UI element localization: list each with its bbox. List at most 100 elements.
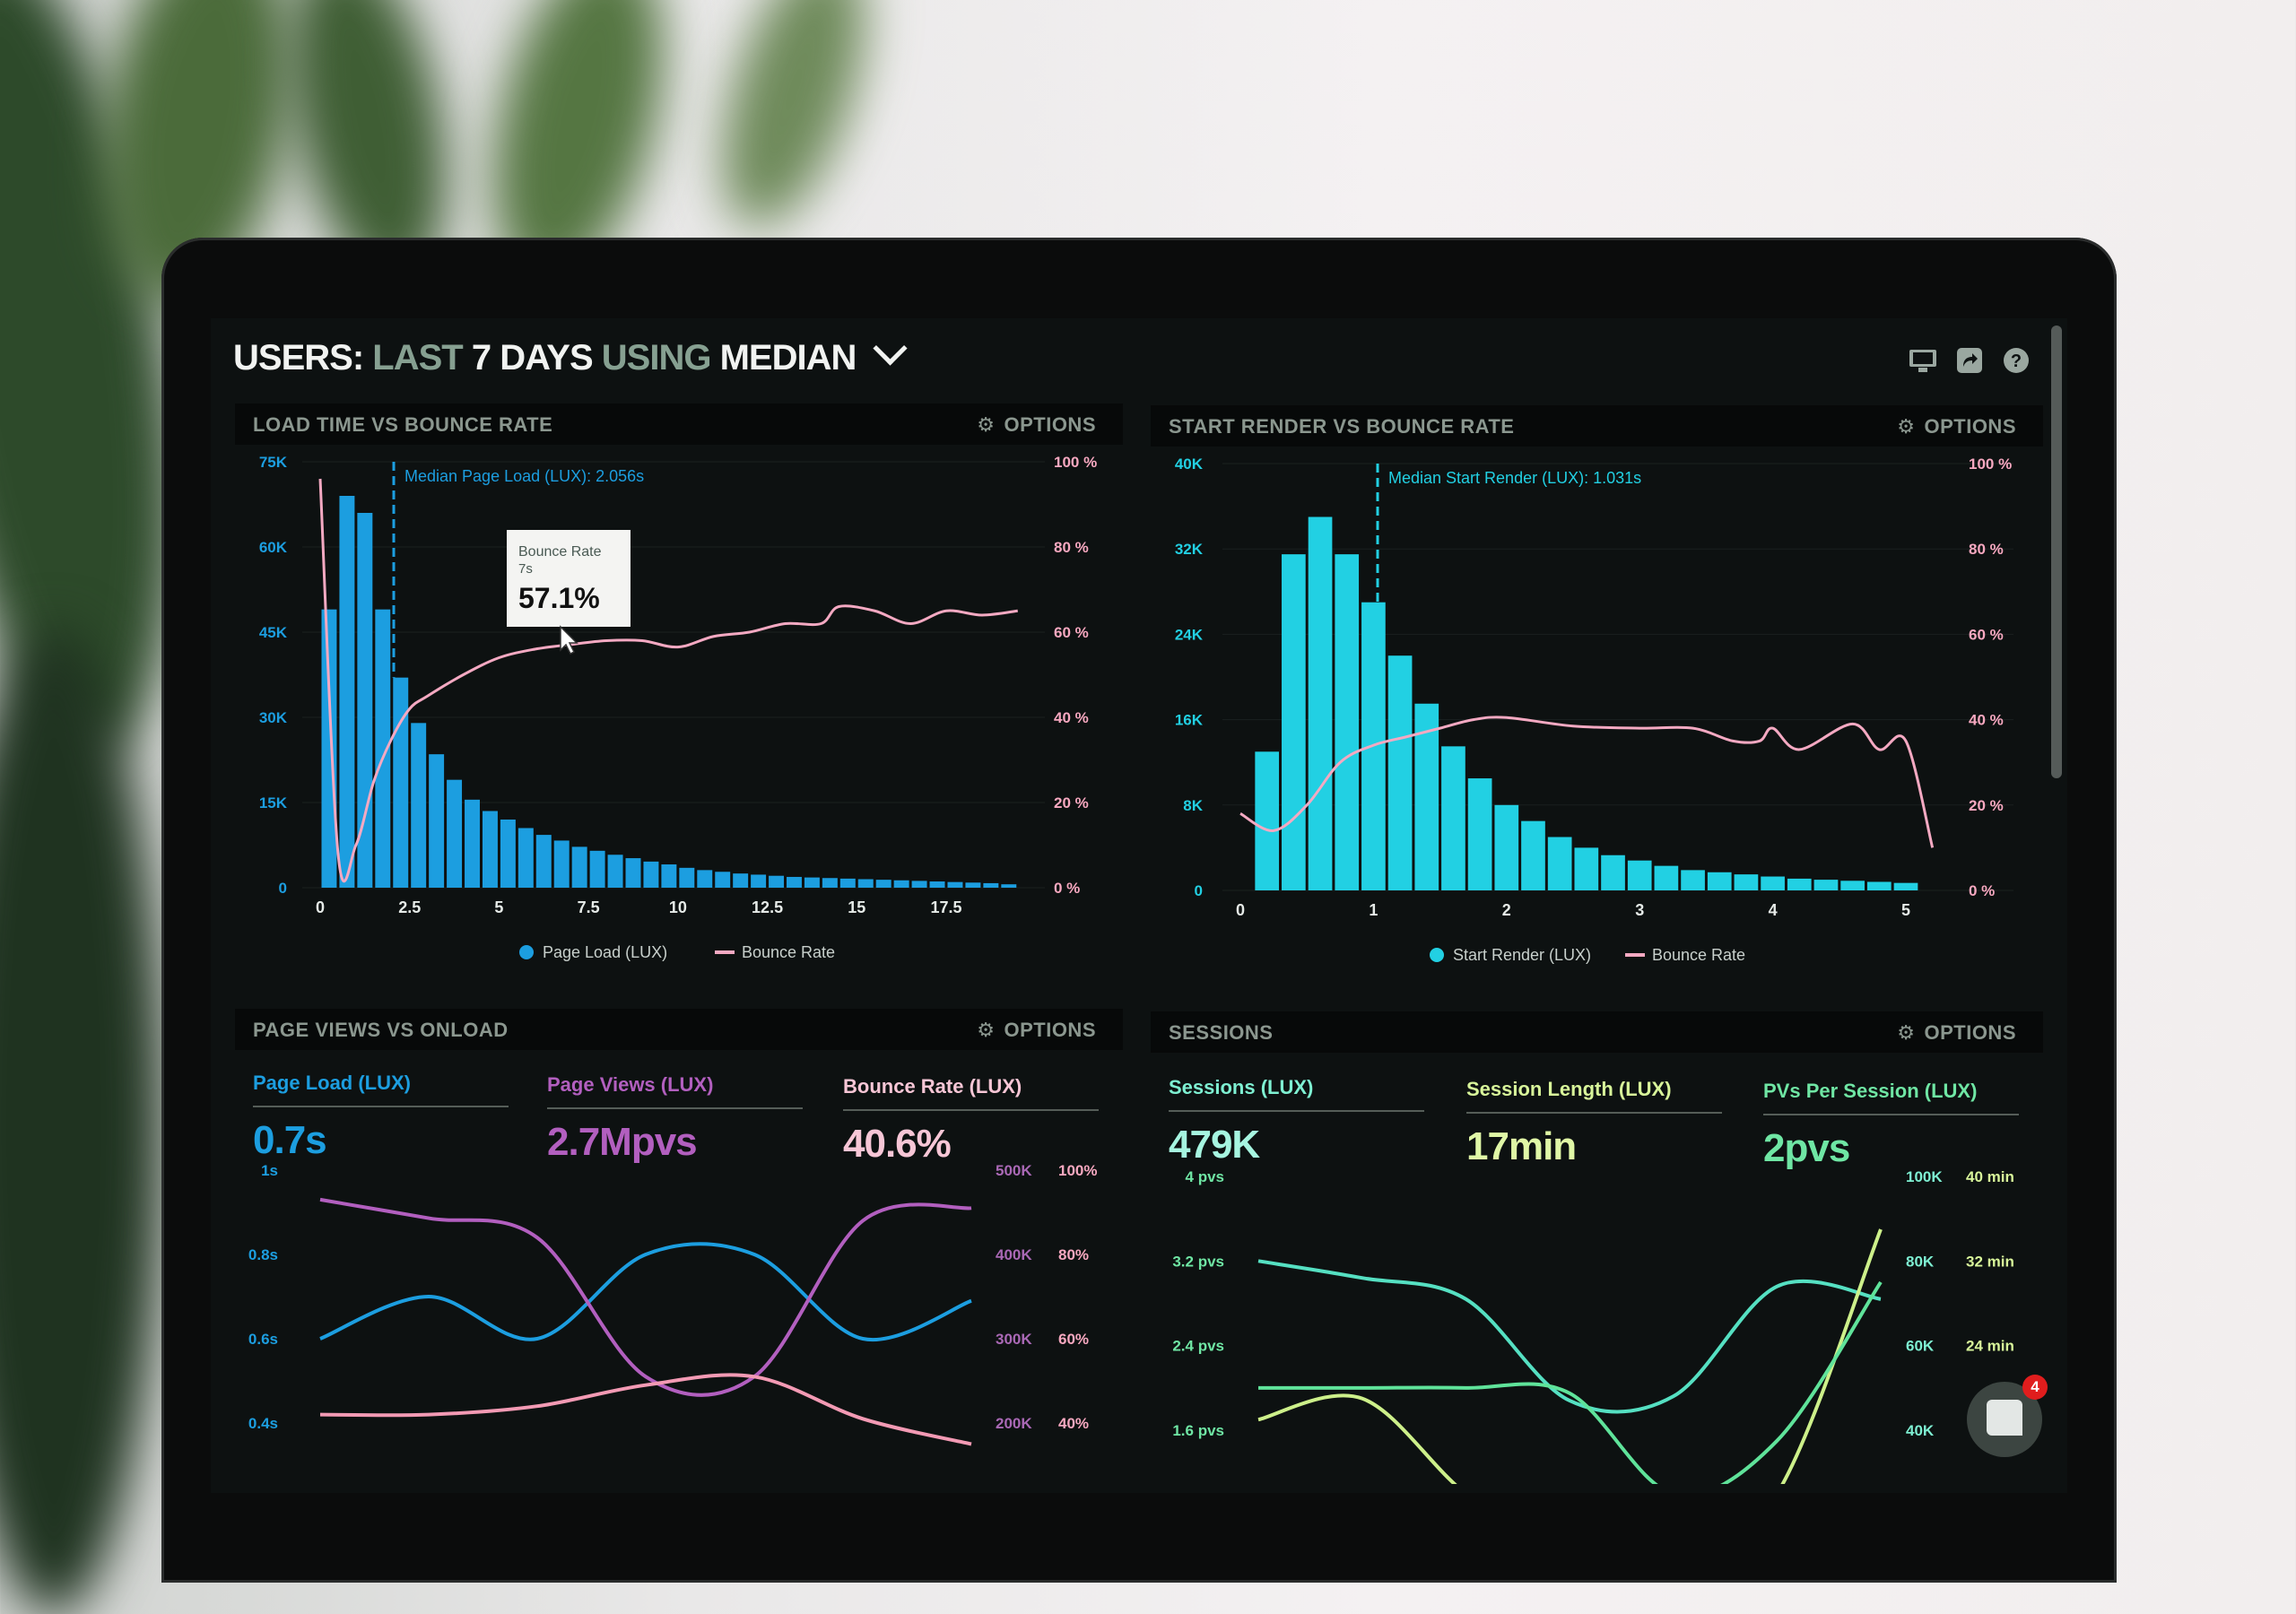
stat-value: 479K: [1169, 1123, 1260, 1167]
bar: [1387, 655, 1413, 890]
y-tick-label: 32K: [1175, 541, 1204, 558]
bounce-rate-line: [1239, 716, 1935, 848]
series-line: [1258, 1280, 1883, 1484]
y2-tick-label: 60 %: [1054, 624, 1089, 641]
bar: [751, 874, 767, 888]
axis-tick-label: 60K: [1906, 1338, 1935, 1355]
tooltip-box: [507, 530, 631, 627]
axis-tick-label: 100%: [1058, 1162, 1097, 1179]
bar: [1521, 820, 1545, 890]
panel-title: SESSIONS: [1169, 1021, 1274, 1044]
stat-label: Page Load (LUX): [253, 1072, 509, 1107]
x-tick-label: 10: [669, 898, 687, 916]
bar: [321, 609, 337, 888]
bar: [804, 877, 820, 888]
options-button[interactable]: ⚙ OPTIONS: [1897, 415, 2016, 438]
panel-page-views: PAGE VIEWS VS ONLOAD ⚙ OPTIONS Page Load …: [235, 1009, 1123, 1493]
bar: [1335, 554, 1360, 890]
series-line: [319, 1197, 972, 1397]
stat-label: Page Views (LUX): [547, 1073, 803, 1109]
scrollbar[interactable]: [2051, 325, 2062, 778]
stat-value: 40.6%: [843, 1122, 952, 1166]
axis-tick-label: 40K: [1906, 1422, 1935, 1439]
stat-page-load: Page Load (LUX) 0.7s: [253, 1072, 509, 1163]
bar: [1787, 878, 1812, 890]
median-label: Median Page Load (LUX): 2.056s: [404, 467, 644, 485]
plant-leaf: [0, 628, 161, 1614]
bar: [1707, 872, 1732, 890]
help-icon[interactable]: ?: [2001, 347, 2031, 374]
legend-marker-bounce: [715, 950, 735, 954]
legend-label[interactable]: Bounce Rate: [742, 943, 835, 961]
legend-label[interactable]: Start Render (LUX): [1453, 946, 1591, 964]
options-label: OPTIONS: [1924, 1021, 2016, 1044]
axis-tick-label: 100K: [1906, 1168, 1943, 1185]
stat-sessions: Sessions (LUX) 479K: [1169, 1076, 1424, 1167]
bar: [1001, 884, 1017, 888]
stat-value: 0.7s: [253, 1118, 327, 1162]
charts-layer: Median Page Load (LUX): 2.056s Page Load…: [248, 454, 2014, 1484]
panel-header: PAGE VIEWS VS ONLOAD ⚙ OPTIONS: [235, 1009, 1123, 1050]
axis-tick-label: 80%: [1058, 1246, 1089, 1263]
bar: [643, 861, 659, 888]
y2-tick-label: 0 %: [1969, 882, 1995, 899]
bar: [1255, 751, 1280, 890]
axis-tick-label: 400K: [996, 1246, 1032, 1263]
bar: [1734, 874, 1759, 890]
share-icon[interactable]: [1954, 347, 1985, 374]
bar: [947, 881, 963, 888]
y-tick-label: 8K: [1183, 797, 1203, 814]
gear-icon: ⚙: [1897, 1021, 1916, 1044]
title-using: USING: [601, 338, 712, 377]
bar: [393, 677, 409, 888]
bar: [839, 878, 856, 888]
axis-tick-label: 24 min: [1966, 1338, 2014, 1355]
bar: [1866, 881, 1892, 890]
options-button[interactable]: ⚙ OPTIONS: [977, 413, 1096, 437]
x-tick-label: 7.5: [578, 898, 600, 916]
options-button[interactable]: ⚙ OPTIONS: [977, 1019, 1096, 1042]
bar: [500, 820, 516, 888]
chart-page-views: 0.4s 0.6s 0.8s 1s 200K 300K 400K 500K 40% 60% 80% 1…: [248, 1162, 1097, 1446]
y2-tick-label: 20 %: [1969, 797, 2004, 814]
title-range: 7 DAYS: [471, 338, 594, 377]
bar: [875, 880, 891, 888]
bar: [482, 811, 498, 888]
options-button[interactable]: ⚙ OPTIONS: [1897, 1021, 2016, 1045]
axis-tick-label: 1.6 pvs: [1172, 1422, 1224, 1439]
y-tick-label: 0: [1195, 882, 1203, 899]
toolbar: ?: [1908, 347, 2031, 374]
x-tick-label: 12.5: [752, 898, 783, 916]
y-tick-label: 16K: [1175, 712, 1204, 729]
monitor-icon[interactable]: [1908, 347, 1938, 374]
bar: [465, 799, 480, 888]
legend-marker-start-render: [1430, 948, 1444, 962]
plant-leaf: [693, 0, 894, 245]
tooltip-subtitle: 7s: [518, 561, 533, 577]
axis-tick-label: 4 pvs: [1186, 1168, 1224, 1185]
page-title[interactable]: USERS: LAST 7 DAYS USING MEDIAN: [233, 331, 908, 378]
bar: [893, 880, 909, 888]
legend-label[interactable]: Page Load (LUX): [543, 943, 667, 961]
chart-start-render: Median Start Render (LUX): 1.031s Start …: [1175, 456, 2013, 964]
x-tick-label: 0: [1236, 901, 1245, 919]
y-tick-label: 75K: [259, 454, 288, 471]
stat-label: Session Length (LUX): [1466, 1078, 1722, 1114]
bar: [1813, 880, 1839, 890]
x-tick-label: 2.5: [398, 898, 421, 916]
axis-tick-label: 32 min: [1966, 1253, 2014, 1270]
panel-title: START RENDER VS BOUNCE RATE: [1169, 415, 1515, 438]
legend-label[interactable]: Bounce Rate: [1652, 946, 1745, 964]
bar: [787, 876, 802, 888]
gear-icon: ⚙: [977, 1019, 996, 1041]
stat-label: PVs Per Session (LUX): [1763, 1080, 2019, 1115]
bar: [1654, 865, 1679, 890]
bar: [769, 875, 785, 888]
axis-tick-label: 60%: [1058, 1331, 1089, 1348]
bar: [589, 850, 605, 888]
chat-button[interactable]: 4: [1967, 1375, 2048, 1457]
y2-tick-label: 0 %: [1054, 880, 1080, 897]
bar: [1840, 881, 1865, 890]
x-tick-label: 2: [1502, 901, 1511, 919]
bar: [553, 840, 570, 888]
